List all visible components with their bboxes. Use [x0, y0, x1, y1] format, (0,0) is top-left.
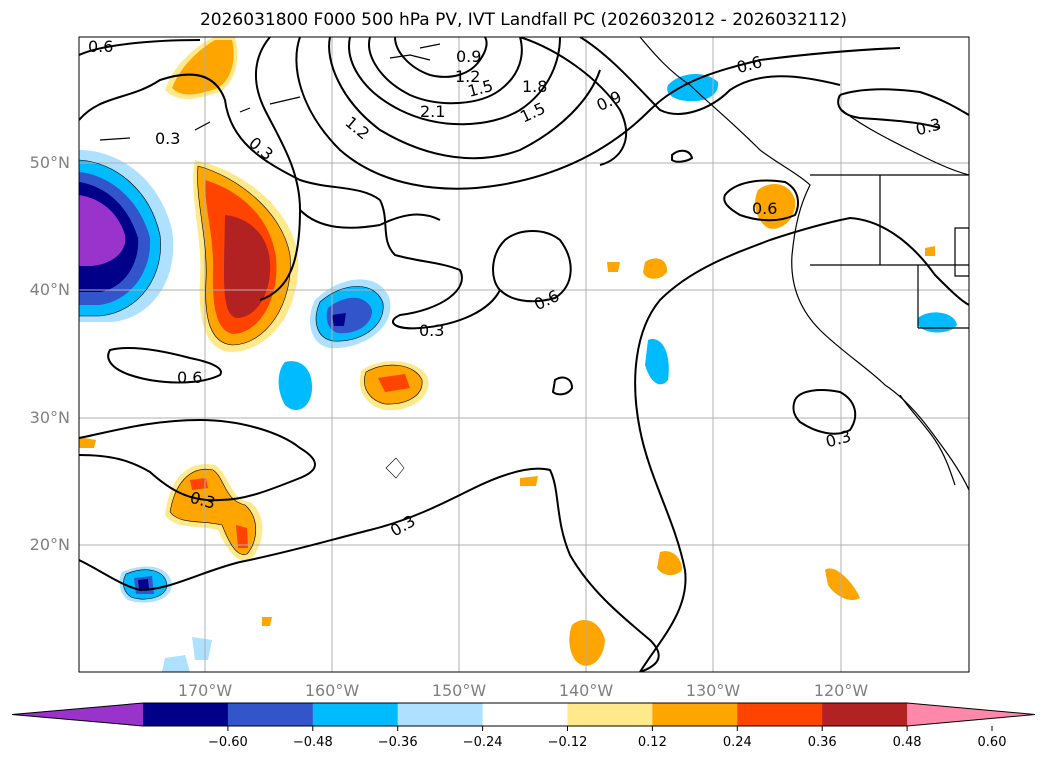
contour-label: 2.1 — [420, 102, 445, 121]
negative-anomaly-small-1 — [278, 361, 313, 410]
contour-label: 0.6 — [752, 199, 777, 218]
colorbar-segment — [822, 703, 908, 726]
colorbar-tick-label: −0.60 — [207, 735, 248, 750]
positive-anomaly-center — [193, 160, 299, 352]
lat-label: 20°N — [29, 535, 70, 554]
positive-anomaly-25n — [165, 464, 263, 561]
colorbar-segment — [397, 703, 484, 726]
colorbar-segment — [482, 703, 568, 726]
lon-label: 140°W — [558, 681, 614, 700]
colorbar — [11, 702, 1036, 731]
contour-label: 1.2 — [455, 67, 480, 86]
negative-anomaly-west — [79, 150, 174, 322]
colorbar-segment — [652, 703, 738, 726]
positive-anomaly-32n — [359, 361, 429, 411]
gridlines — [79, 37, 969, 672]
contour-label: 1.8 — [522, 77, 547, 96]
map-title: 2026031800 F000 500 hPa PV, IVT Landfall… — [199, 10, 847, 30]
contour-label: 0.3 — [419, 321, 444, 340]
colorbar-tick-label: 0.24 — [722, 735, 752, 750]
colorbar-segment — [227, 703, 314, 726]
negative-anomaly-38n — [310, 279, 391, 349]
colorbar-tick-label: −0.12 — [547, 735, 588, 750]
lon-label: 120°W — [813, 681, 869, 700]
colorbar-tick-label: −0.48 — [292, 735, 333, 750]
colorbar-segment — [312, 703, 399, 726]
lat-label: 40°N — [29, 280, 70, 299]
colorbar-extend-max — [907, 703, 1035, 726]
colorbar-tick-label: −0.36 — [377, 735, 418, 750]
colorbar-tick-label: 0.12 — [637, 735, 667, 750]
pv-contours — [79, 37, 969, 672]
positive-anomaly-north — [165, 37, 238, 99]
contour-label: 0.6 — [177, 368, 202, 387]
lon-label: 150°W — [431, 681, 487, 700]
colorbar-segment — [143, 703, 229, 726]
colorbar-tick-label: 0.36 — [807, 735, 837, 750]
contour-label: 0.3 — [155, 129, 180, 148]
anomaly-outlines — [79, 159, 423, 600]
coastlines — [99, 37, 969, 491]
lon-label: 130°W — [685, 681, 741, 700]
contour-label: 0.9 — [456, 47, 481, 66]
lon-label: 160°W — [304, 681, 360, 700]
lon-label: 170°W — [177, 681, 233, 700]
small-anomalies — [79, 246, 957, 672]
colorbar-tick-label: 0.60 — [977, 735, 1007, 750]
contour-label: 0.6 — [88, 37, 113, 56]
colorbar-segment — [737, 703, 823, 726]
colorbar-segment — [567, 703, 653, 726]
colorbar-outline — [11, 702, 1036, 727]
colorbar-extend-min — [12, 703, 143, 726]
lat-label: 30°N — [29, 408, 70, 427]
negative-anomaly-17n — [119, 566, 172, 603]
colorbar-tick-label: 0.48 — [892, 735, 922, 750]
lat-label: 50°N — [29, 153, 70, 172]
colorbar-tick-label: −0.24 — [462, 735, 503, 750]
